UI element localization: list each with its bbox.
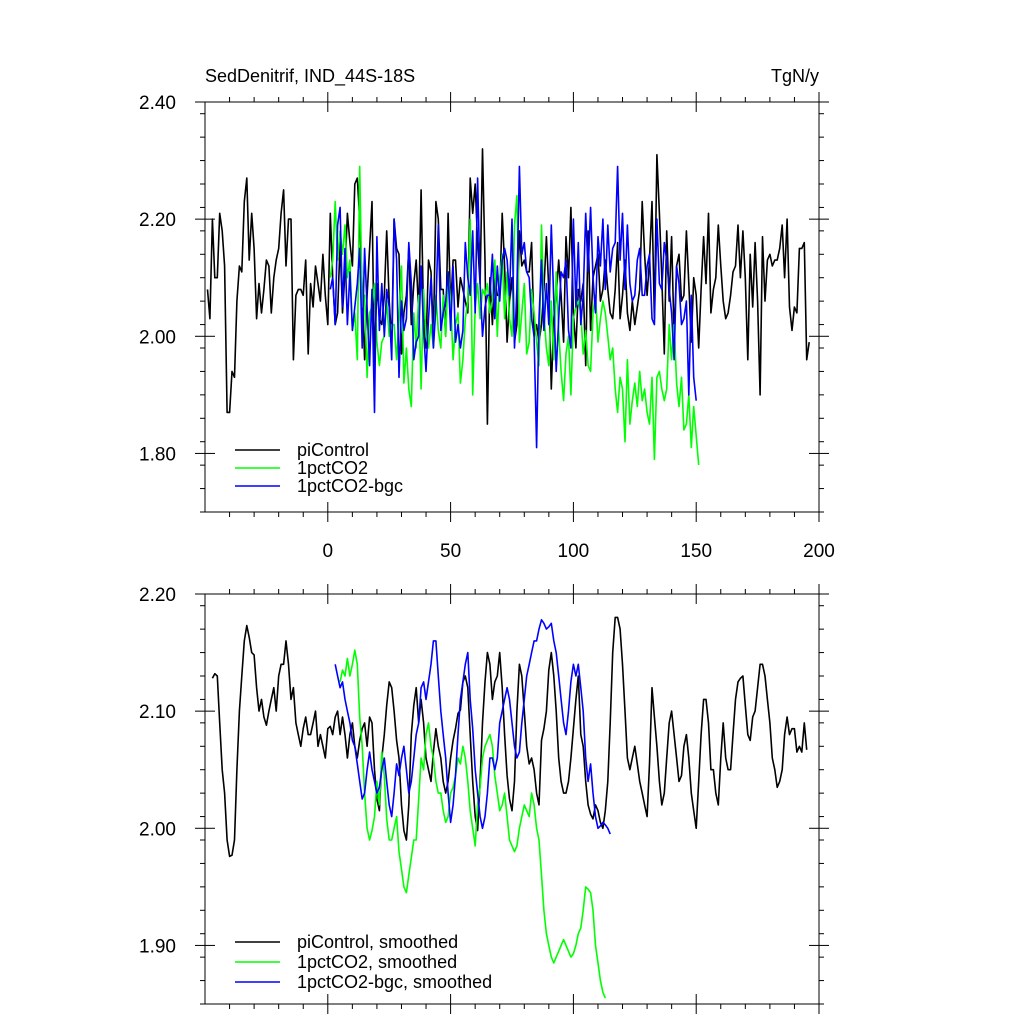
top-chart-units: TgN/y: [771, 66, 819, 86]
top-plot-frame: [204, 101, 820, 513]
y-tick-label: 1.80: [139, 444, 176, 465]
y-tick-label: 2.00: [139, 819, 176, 840]
y-tick-label: 2.40: [139, 93, 176, 114]
bottom-series-lines: [211, 616, 808, 999]
series-line-2: [329, 165, 697, 449]
series-line-1: [339, 649, 607, 999]
x-tick-label: 100: [558, 541, 590, 562]
legend-label-1: 1pctCO2: [297, 458, 368, 478]
top-ticks: 0 50 100 150 200 1.80 2.00 2.20 2.40: [139, 92, 835, 562]
y-tick-label: 2.20: [139, 210, 176, 231]
series-line-0: [211, 616, 808, 858]
x-tick-label: 0: [323, 541, 334, 562]
y-tick-label: 2.20: [139, 585, 176, 606]
legend-label-0: piControl: [297, 440, 369, 460]
bottom-ticks: 1.90 2.00 2.10 2.20: [139, 584, 829, 1014]
y-tick-label: 2.10: [139, 702, 176, 723]
legend-label-2: 1pctCO2-bgc, smoothed: [297, 972, 492, 992]
bottom-panel: 1.902.002.102.20 piControl, smoothed1pct…: [139, 584, 829, 1014]
x-tick-label: 150: [680, 541, 712, 562]
legend-label-1: 1pctCO2, smoothed: [297, 952, 457, 972]
legend-label-0: piControl, smoothed: [297, 932, 458, 952]
top-chart-title: SedDenitrif, IND_44S-18S: [205, 66, 415, 87]
top-panel: SedDenitrif, IND_44S-18S TgN/y 0 50 100 150…: [139, 66, 835, 562]
x-tick-label: 200: [803, 541, 835, 562]
top-series-lines: [206, 148, 810, 466]
x-tick-label: 50: [440, 541, 461, 562]
y-tick-label: 1.90: [139, 936, 176, 957]
series-line-2: [334, 618, 611, 835]
legend-label-2: 1pctCO2-bgc: [297, 476, 403, 496]
series-line-0: [206, 148, 810, 425]
bottom-plot-frame: [204, 593, 820, 1005]
y-tick-label: 2.00: [139, 327, 176, 348]
